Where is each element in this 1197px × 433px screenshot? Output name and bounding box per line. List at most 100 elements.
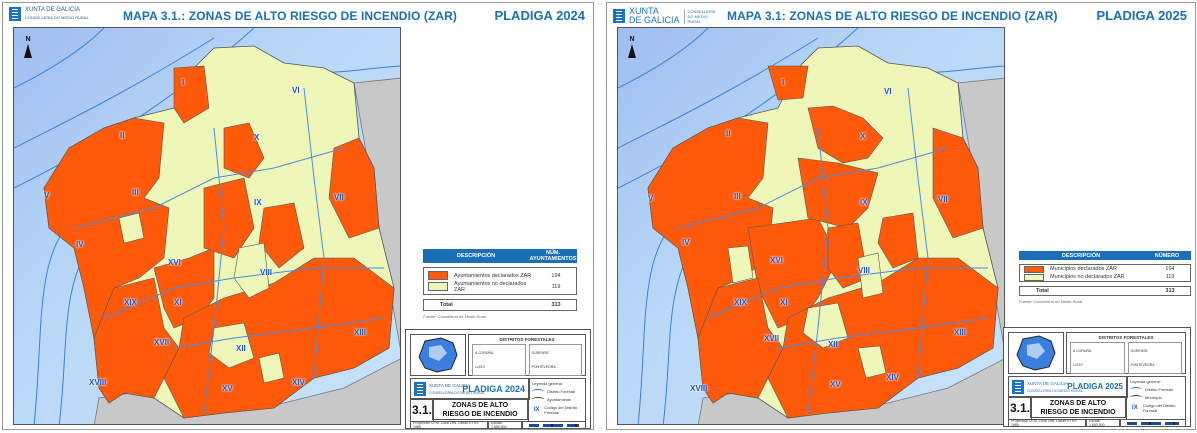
district-label: V xyxy=(44,191,50,200)
district-label: XVI xyxy=(168,258,181,267)
district-label: XIX xyxy=(124,298,137,307)
legend-item: Código del Distrito Forestal xyxy=(544,405,578,415)
total-label: Total xyxy=(1036,288,1049,294)
legend-item: Ayuntamiento xyxy=(547,397,572,402)
province-label: OURENSE xyxy=(531,351,549,355)
district-label: XVI xyxy=(770,256,783,265)
general-legend-title: Leyenda general: xyxy=(1130,379,1161,384)
district-label: VI xyxy=(884,87,892,96)
brand-line2: CONSELLERÍA DO MEDIO RURAL xyxy=(1027,389,1083,393)
district-label: IV xyxy=(76,240,84,249)
map-panel-2025: XUNTA DE GALICIA CONSELLERÍA DO MEDIO RU… xyxy=(606,2,1196,430)
municipality-line-icon xyxy=(532,397,544,402)
province-label: A CORUÑA xyxy=(1073,349,1092,353)
province-label: OURENSE xyxy=(1130,349,1148,353)
xunta-emblem-icon xyxy=(9,7,21,21)
title-block-footer: Proyección UTM. Zona 29N. Datum ETRS 198… xyxy=(1008,419,1186,427)
panel-header: XUNTA DE GALICIA CONSELLERÍA DO MEDIO RU… xyxy=(3,3,593,27)
zone-title-line1: ZONAS DE ALTO xyxy=(451,402,509,409)
district-label: X xyxy=(254,133,260,142)
scale-text: Escala: 1.850.000 xyxy=(1086,419,1120,427)
map-panel-2024: XUNTA DE GALICIA CONSELLERÍA DO MEDIO RU… xyxy=(2,2,594,430)
north-label: N xyxy=(25,36,31,43)
general-legend-title: Leyenda general: xyxy=(532,381,563,386)
panel-header: XUNTA DE GALICIA CONSELLERÍA DO MEDIO RU… xyxy=(607,3,1195,27)
legend-label: Ayuntamientos declarados ZAR xyxy=(454,272,532,279)
district-label: V xyxy=(648,194,654,203)
district-label: II xyxy=(120,131,125,140)
zar-map: N I II III IV V VI VII VIII IX X XI XII … xyxy=(13,27,401,425)
general-legend: Leyenda general: Distrito Forestal Ayunt… xyxy=(528,378,586,422)
xunta-logo: XUNTA DE GALICIA CONSELLERÍA DO MEDIO RU… xyxy=(9,7,89,21)
district-label: II xyxy=(726,129,731,138)
forest-district-line-icon xyxy=(1130,387,1142,392)
district-label: VII xyxy=(334,193,344,202)
total-value: 313 xyxy=(551,302,561,308)
districts-table: DISTRITOS FORESTALES A CORUÑA LUGO OURENS… xyxy=(468,334,586,376)
legend-row-zar: Ayuntamientos declarados ZAR 194 xyxy=(424,270,576,281)
legend-value: 119 xyxy=(551,283,561,290)
brand-pladiga: PLADIGA 2024 xyxy=(462,384,525,394)
district-label: VI xyxy=(292,86,300,95)
province-label: A CORUÑA xyxy=(475,351,494,355)
district-label: XIX xyxy=(734,298,747,307)
district-code-icon: IX xyxy=(533,407,540,413)
map-title: MAPA 3.1: ZONAS DE ALTO RIESGO DE INCEND… xyxy=(727,9,1058,23)
legend-label: Municipios no declarados ZAR xyxy=(1050,274,1125,280)
districts-minimap xyxy=(1008,332,1064,374)
legend-value: 194 xyxy=(1165,266,1175,272)
legend-source: Fuente: Consellería de Medio Rural xyxy=(423,314,487,319)
logo-line1: XUNTA DE GALICIA xyxy=(25,7,80,13)
districts-title: DISTRITOS FORESTALES xyxy=(1098,335,1154,340)
zar-swatch xyxy=(1024,265,1044,273)
district-label: XV xyxy=(830,380,841,389)
north-arrow-icon: N xyxy=(628,36,636,58)
no-zar-swatch xyxy=(428,282,448,291)
zar-legend-table: DESCRIPCIÓN NÚMERO Municipios declarados… xyxy=(1019,251,1191,304)
districts-table: DISTRITOS FORESTALES A CORUÑA LUGO OURENS… xyxy=(1066,332,1186,374)
district-label: VII xyxy=(938,195,948,204)
district-label: VIII xyxy=(858,266,871,275)
legend-header: DESCRIPCIÓN NÚM. AYUNTAMIENTOS xyxy=(423,249,577,263)
brand-box: XUNTA DE GALICIA CONSELLERÍA DO MEDIO RU… xyxy=(410,378,530,400)
north-label: N xyxy=(629,36,635,43)
district-label: XVII xyxy=(154,338,170,347)
zone-title-line2: RIESGO DE INCENDIO xyxy=(1040,409,1116,416)
total-value: 313 xyxy=(1165,288,1175,294)
map-title: MAPA 3.1.: ZONAS DE ALTO RIESGO DE INCEN… xyxy=(123,9,458,23)
title-block-footer: Proyección UTM. Zona 29N. Datum ETRS 198… xyxy=(410,421,586,429)
xunta-emblem-icon xyxy=(414,382,426,396)
scale-text: Escala: 1.850.000 xyxy=(488,421,522,429)
legend-source: Fuente: Consellería do Medio Rural xyxy=(1019,299,1083,304)
legend-item: Distrito Forestal xyxy=(1145,387,1174,392)
legend-row-no-zar: Ayuntamientos no declarados ZAR 119 xyxy=(424,281,576,293)
municipality-line-icon xyxy=(1130,395,1142,400)
district-label: XV xyxy=(222,384,233,393)
district-label: III xyxy=(132,188,139,197)
legend-item: Municipio xyxy=(1145,395,1162,400)
logo-line2: CONSELLERÍA DO MEDIO RURAL xyxy=(25,15,89,20)
district-label: I xyxy=(782,78,785,87)
title-block: DISTRITOS FORESTALES A CORUÑA LUGO OURENS… xyxy=(1003,327,1191,427)
district-label: XI xyxy=(780,298,788,307)
legend-item: Distrito Forestal xyxy=(547,389,576,394)
zar-legend-table: DESCRIPCIÓN NÚM. AYUNTAMIENTOS Ayuntamie… xyxy=(423,249,577,319)
province-label: LUGO xyxy=(1073,363,1083,367)
district-code-icon: IX xyxy=(1132,405,1138,411)
district-label: IX xyxy=(860,198,868,207)
col-header-description: DESCRIPCIÓN xyxy=(456,253,496,259)
province-label: LUGO xyxy=(475,365,485,369)
district-label: XVII xyxy=(764,334,780,343)
zone-title-line2: RIESGO DE INCENDIO xyxy=(442,411,518,418)
districts-title: DISTRITOS FORESTALES xyxy=(499,337,555,342)
legend-header: DESCRIPCIÓN NÚMERO xyxy=(1019,251,1191,260)
legend-value: 194 xyxy=(551,272,561,279)
col-header-description: DESCRIPCIÓN xyxy=(1061,252,1101,259)
brand-box: XUNTA DE GALICIA CONSELLERÍA DO MEDIO RU… xyxy=(1008,376,1128,398)
legend-total-row: Total 313 xyxy=(423,299,577,311)
map-number: 3.1. xyxy=(410,398,434,422)
logo-sub: CONSELLERÍA DO MEDIO RURAL xyxy=(683,8,722,24)
pladiga-label: PLADIGA 2024 xyxy=(494,8,585,23)
brand-pladiga: PLADIGA 2025 xyxy=(1067,382,1123,391)
legend-item: Código del Distrito Forestal xyxy=(1142,403,1176,413)
